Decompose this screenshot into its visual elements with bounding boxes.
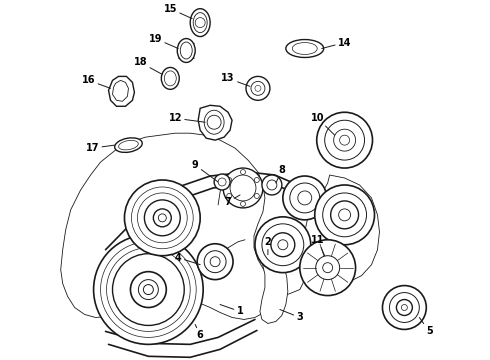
Text: 10: 10 [311, 113, 335, 135]
Polygon shape [305, 175, 379, 283]
Circle shape [254, 193, 259, 198]
Circle shape [241, 201, 245, 206]
Text: 4: 4 [175, 253, 200, 265]
Circle shape [290, 183, 319, 213]
Circle shape [383, 285, 426, 329]
Polygon shape [260, 248, 288, 323]
Circle shape [223, 168, 263, 208]
Circle shape [100, 242, 196, 337]
Text: 12: 12 [169, 113, 205, 123]
Circle shape [227, 177, 232, 183]
Circle shape [401, 305, 407, 310]
Ellipse shape [161, 67, 179, 89]
Circle shape [106, 248, 190, 332]
Circle shape [298, 191, 312, 205]
Circle shape [255, 85, 261, 91]
Circle shape [251, 81, 265, 95]
Circle shape [271, 233, 295, 257]
Circle shape [210, 257, 220, 267]
Text: 9: 9 [192, 160, 218, 182]
Circle shape [153, 209, 172, 227]
Circle shape [137, 193, 187, 243]
Text: 19: 19 [148, 33, 178, 49]
Circle shape [241, 170, 245, 175]
Circle shape [278, 240, 288, 250]
Ellipse shape [164, 71, 176, 86]
Circle shape [255, 217, 311, 273]
Circle shape [214, 174, 230, 190]
Circle shape [267, 180, 277, 190]
Text: 1: 1 [220, 305, 244, 316]
Circle shape [300, 240, 356, 296]
Text: 17: 17 [86, 143, 115, 153]
Circle shape [334, 129, 356, 151]
Circle shape [396, 300, 413, 315]
Circle shape [325, 120, 365, 160]
Text: 6: 6 [195, 324, 203, 341]
Text: 7: 7 [225, 195, 240, 207]
Text: 15: 15 [164, 4, 192, 19]
Circle shape [195, 18, 205, 28]
Circle shape [130, 272, 166, 307]
Circle shape [145, 200, 180, 236]
Circle shape [230, 175, 256, 201]
Ellipse shape [204, 110, 224, 134]
Circle shape [218, 178, 226, 186]
Circle shape [262, 175, 282, 195]
Polygon shape [113, 80, 128, 101]
Polygon shape [198, 105, 232, 140]
Circle shape [94, 235, 203, 345]
Circle shape [262, 224, 304, 266]
Circle shape [227, 193, 232, 198]
Circle shape [138, 280, 158, 300]
Circle shape [246, 76, 270, 100]
Ellipse shape [115, 138, 142, 152]
Circle shape [254, 177, 259, 183]
Circle shape [315, 185, 374, 245]
Text: 2: 2 [265, 237, 271, 255]
Text: 16: 16 [82, 75, 111, 88]
Circle shape [124, 180, 200, 256]
Text: 18: 18 [134, 58, 162, 75]
Circle shape [390, 293, 419, 323]
Circle shape [144, 285, 153, 294]
Ellipse shape [119, 140, 138, 150]
Circle shape [339, 209, 350, 221]
Circle shape [323, 193, 367, 237]
Text: 14: 14 [322, 37, 351, 49]
Ellipse shape [190, 9, 210, 37]
Circle shape [331, 201, 359, 229]
Ellipse shape [180, 42, 192, 59]
Circle shape [316, 256, 340, 280]
Ellipse shape [293, 42, 317, 54]
Circle shape [207, 115, 221, 129]
Circle shape [158, 214, 166, 222]
Text: 5: 5 [419, 318, 433, 336]
Circle shape [317, 112, 372, 168]
Circle shape [323, 263, 333, 273]
Text: 8: 8 [276, 165, 285, 183]
Circle shape [113, 254, 184, 325]
Ellipse shape [193, 13, 207, 32]
Polygon shape [108, 76, 134, 106]
Ellipse shape [177, 39, 195, 62]
Circle shape [204, 251, 226, 273]
Ellipse shape [286, 40, 324, 58]
Text: 11: 11 [311, 235, 325, 256]
Circle shape [131, 187, 193, 249]
Circle shape [283, 176, 327, 220]
Polygon shape [61, 133, 272, 319]
Circle shape [340, 135, 349, 145]
Text: 13: 13 [221, 73, 250, 86]
Circle shape [197, 244, 233, 280]
Text: 3: 3 [280, 310, 303, 323]
